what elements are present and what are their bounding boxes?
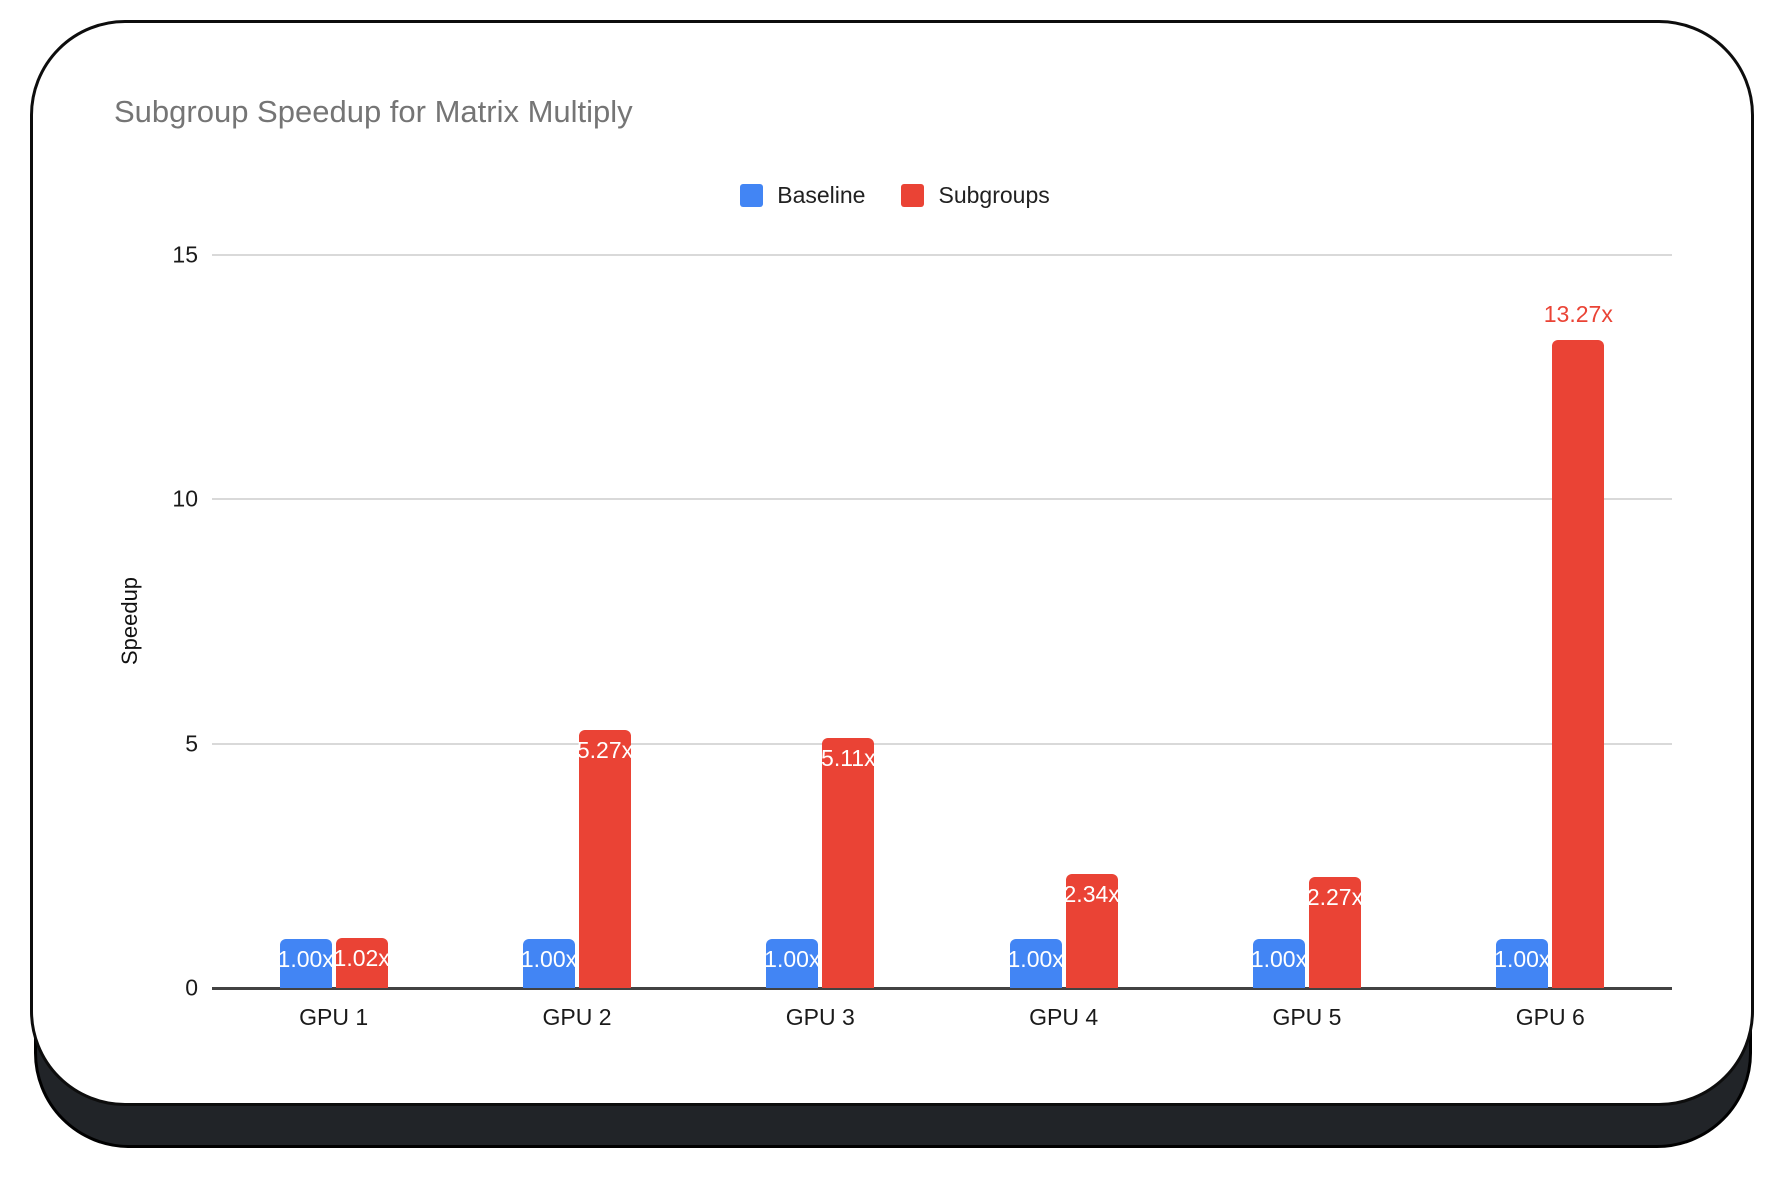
bar-baseline-gpu-3: 1.00x	[764, 939, 821, 988]
y-tick-label: 15	[172, 241, 198, 268]
bar-subgroups-gpu-5: 2.27x	[1306, 877, 1364, 988]
chart-title: Subgroup Speedup for Matrix Multiply	[114, 94, 633, 129]
bar-subgroups-gpu-2: 5.27x	[576, 730, 634, 988]
x-category-label: GPU 5	[1272, 1004, 1342, 1030]
chart-card	[30, 20, 1754, 1106]
legend-item-subgroups: Subgroups	[901, 182, 1050, 209]
bar-value-label: 1.00x	[520, 946, 578, 972]
plot-area: 0 5 10 15 1.00x 1.02x GPU 1 1.00x 5.27x GPU 2 1.00…	[172, 242, 1672, 1030]
bar-group-gpu-6: 1.00x 13.27x GPU 6	[1429, 255, 1672, 1030]
bar-value-label: 1.00x	[277, 946, 334, 972]
x-category-label: GPU 3	[785, 1004, 855, 1030]
legend-label-baseline: Baseline	[777, 182, 866, 208]
chart-legend: Baseline Subgroups	[0, 182, 1790, 209]
x-category-label: GPU 1	[299, 1004, 369, 1030]
x-axis-line	[212, 987, 1672, 990]
bar-value-label: 5.11x	[821, 745, 876, 771]
bar-baseline-gpu-4: 1.00x	[1007, 939, 1064, 988]
y-axis-title: Speedup	[117, 576, 142, 666]
y-tick-label: 10	[172, 485, 198, 512]
bar-group-gpu-2: 1.00x 5.27x GPU 2	[455, 255, 698, 1030]
bar-group-gpu-4: 1.00x 2.34x GPU 4	[942, 255, 1185, 1030]
gridline	[212, 254, 1672, 256]
legend-item-baseline: Baseline	[740, 182, 865, 209]
x-category-label: GPU 4	[1029, 1004, 1099, 1030]
bar-subgroups-gpu-4: 2.34x	[1063, 874, 1120, 988]
legend-swatch-baseline-icon	[740, 184, 764, 207]
bar-baseline-gpu-5: 1.00x	[1250, 939, 1308, 988]
bar-value-label: 13.27x	[1543, 301, 1613, 327]
bar-group-gpu-5: 1.00x 2.27x GPU 5	[1185, 255, 1428, 1030]
bar-baseline-gpu-1: 1.00x	[277, 939, 334, 988]
y-tick-label: 5	[185, 730, 198, 757]
bar-baseline-gpu-6: 1.00x	[1494, 939, 1551, 988]
legend-label-subgroups: Subgroups	[938, 182, 1050, 208]
bar-subgroups-gpu-6: 13.27x	[1544, 301, 1613, 988]
bar-value-label: 1.00x	[1007, 946, 1064, 972]
gridline	[212, 743, 1672, 745]
bar-value-label: 1.02x	[333, 945, 390, 971]
bar-baseline-gpu-2: 1.00x	[520, 939, 578, 988]
bar-value-label: 2.34x	[1063, 881, 1120, 907]
y-tick-label: 0	[185, 974, 198, 1001]
bar-value-label: 5.27x	[576, 737, 634, 763]
bar-groups: 1.00x 1.02x GPU 1 1.00x 5.27x GPU 2 1.00x 5.11x…	[212, 255, 1672, 1030]
bar-value-label: 1.00x	[1494, 946, 1551, 972]
bar-group-gpu-3: 1.00x 5.11x GPU 3	[699, 255, 942, 1030]
bar-value-label: 1.00x	[764, 946, 821, 972]
bar-subgroups-gpu-3: 5.11x	[821, 738, 876, 988]
bar-value-label: 2.27x	[1306, 884, 1364, 910]
bar-value-label: 1.00x	[1250, 946, 1308, 972]
bar-group-gpu-1: 1.00x 1.02x GPU 1	[212, 255, 455, 1030]
bar-subgroups-gpu-1: 1.02x	[333, 938, 390, 988]
x-category-label: GPU 2	[542, 1004, 612, 1030]
x-category-label: GPU 6	[1515, 1004, 1585, 1030]
gridline	[212, 498, 1672, 500]
legend-swatch-subgroups-icon	[901, 184, 925, 207]
